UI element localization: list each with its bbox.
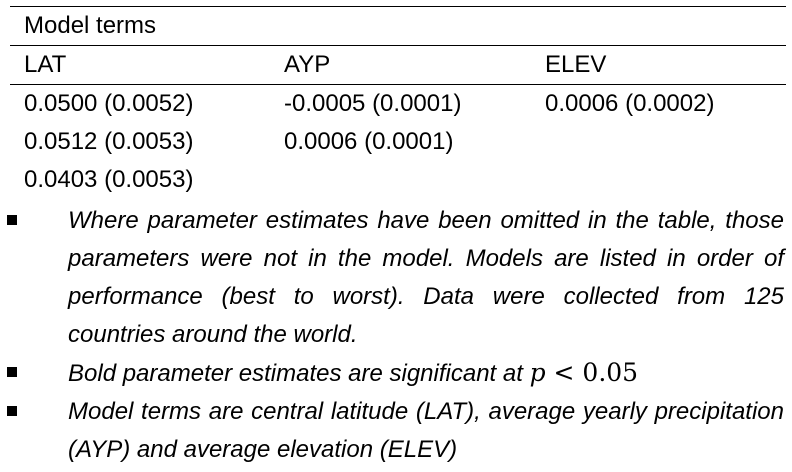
formula-variable: p — [529, 358, 546, 387]
table-body: 0.0500 (0.0052) -0.0005 (0.0001) 0.0006 … — [10, 85, 786, 201]
square-bullet-icon — [7, 367, 17, 377]
note-text-significance: Bold parameter estimates are significant… — [68, 354, 784, 393]
formula-threshold: < 0.05 — [545, 358, 639, 387]
table-cell: 0.0006 (0.0001) — [284, 128, 454, 155]
note-item: Model terms are central latitude (LAT), … — [0, 393, 792, 469]
note-significance-prefix: Bold parameter estimates are significant… — [68, 360, 530, 387]
table-cell: 0.0403 (0.0053) — [24, 166, 194, 193]
top-rule — [10, 6, 786, 7]
note-item: Bold parameter estimates are significant… — [0, 354, 792, 393]
table-cell: 0.0006 (0.0002) — [545, 90, 715, 117]
note-item: Where parameter estimates have been omit… — [0, 202, 792, 354]
title-rule — [10, 45, 786, 46]
column-header-row: LAT AYP ELEV — [10, 46, 786, 84]
header-rule — [10, 84, 786, 85]
note-text-omitted: Where parameter estimates have been omit… — [68, 207, 784, 348]
table-cell: 0.0512 (0.0053) — [24, 128, 194, 155]
table-cell: 0.0500 (0.0052) — [24, 90, 194, 117]
column-header-lat: LAT — [24, 51, 67, 78]
results-table: Model terms LAT AYP ELEV 0.0500 (0.0052)… — [10, 6, 786, 201]
column-header-elev: ELEV — [545, 51, 607, 78]
square-bullet-icon — [7, 406, 17, 416]
table-notes: Where parameter estimates have been omit… — [0, 202, 792, 469]
table-title: Model terms — [24, 12, 157, 39]
note-text-terms: Model terms are central latitude (LAT), … — [68, 398, 784, 463]
significance-formula: p < 0.05 — [530, 358, 639, 387]
square-bullet-icon — [7, 215, 17, 225]
column-header-ayp: AYP — [284, 51, 331, 78]
table-cell: -0.0005 (0.0001) — [284, 90, 462, 117]
